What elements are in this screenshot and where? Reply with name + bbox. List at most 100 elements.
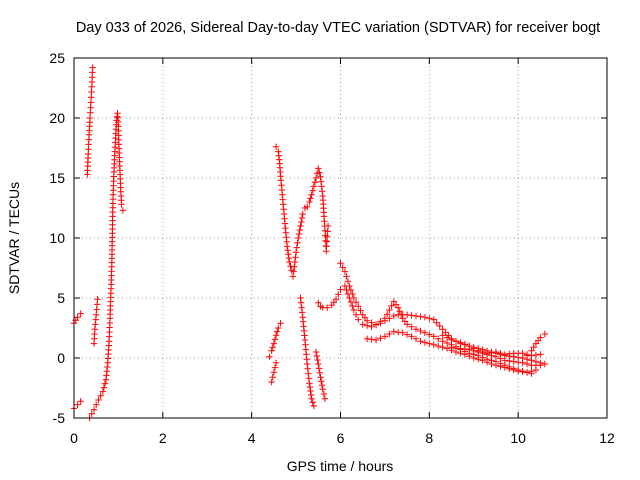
x-tick-label: 4 — [248, 430, 256, 446]
data-point — [474, 352, 482, 359]
data-point — [297, 299, 305, 306]
data-point — [323, 233, 331, 240]
data-point — [295, 230, 303, 238]
data-point — [118, 201, 125, 208]
data-point — [403, 321, 411, 328]
data-point — [97, 392, 104, 399]
data-point — [311, 179, 319, 186]
data-point — [77, 398, 84, 405]
data-point — [74, 314, 81, 321]
data-point — [399, 329, 406, 336]
data-point — [430, 333, 437, 340]
y-tick-label: 10 — [49, 230, 65, 246]
data-point — [299, 210, 306, 218]
data-point — [501, 362, 509, 369]
data-point — [523, 369, 531, 376]
data-point — [349, 302, 356, 310]
data-point — [271, 336, 279, 343]
data-point — [350, 294, 358, 302]
data-point — [461, 348, 469, 355]
data-point — [537, 362, 544, 369]
data-point — [314, 356, 321, 364]
data-point — [452, 338, 460, 345]
data-point — [277, 320, 284, 327]
data-point — [436, 322, 443, 330]
data-point — [287, 263, 294, 270]
data-point — [306, 383, 314, 391]
data-point — [339, 264, 346, 271]
data-point — [443, 339, 451, 347]
data-point — [435, 335, 442, 342]
data-point — [492, 348, 500, 356]
data-point — [343, 273, 350, 280]
data-point — [506, 350, 513, 357]
data-point — [298, 214, 306, 222]
data-point — [119, 207, 127, 214]
data-point — [514, 366, 522, 374]
data-point — [417, 338, 424, 345]
data-point — [443, 345, 451, 352]
data-point — [412, 335, 420, 342]
data-point — [497, 360, 504, 367]
data-point — [350, 306, 358, 314]
data-point — [439, 326, 446, 333]
data-point — [94, 296, 101, 303]
data-point — [439, 344, 446, 351]
data-point — [412, 312, 420, 320]
data-point — [297, 294, 304, 302]
data-point — [506, 357, 513, 365]
data-point — [357, 307, 364, 314]
data-point — [435, 342, 442, 350]
data-point — [292, 254, 299, 261]
data-point — [390, 312, 397, 320]
x-tick-label: 6 — [337, 430, 345, 446]
data-point — [349, 290, 356, 298]
data-point — [408, 312, 415, 319]
data-point — [537, 334, 544, 341]
data-point — [272, 359, 280, 366]
data-point — [443, 334, 451, 341]
data-point — [323, 304, 331, 311]
data-point — [324, 222, 332, 230]
data-point — [541, 330, 549, 338]
data-point — [457, 346, 464, 353]
data-point — [528, 370, 535, 377]
data-point — [303, 203, 311, 210]
data-point — [403, 331, 411, 338]
x-tick-label: 10 — [510, 430, 526, 446]
data-point — [99, 388, 107, 395]
data-point — [497, 350, 504, 357]
data-point — [355, 316, 362, 323]
data-point — [442, 329, 449, 336]
y-tick-label: 25 — [49, 50, 65, 66]
data-point — [90, 406, 98, 413]
data-point — [381, 315, 389, 322]
data-point — [292, 249, 300, 256]
data-point — [430, 341, 437, 348]
data-point — [355, 303, 362, 310]
data-point — [272, 332, 280, 339]
data-point — [89, 64, 96, 71]
data-point — [372, 321, 380, 328]
data-point — [74, 401, 81, 408]
data-point — [368, 319, 375, 326]
data-point — [290, 268, 297, 275]
data-point — [284, 243, 291, 250]
data-point — [315, 299, 322, 306]
data-point — [88, 410, 95, 417]
data-point — [296, 226, 303, 234]
data-point — [488, 349, 495, 356]
data-point — [93, 401, 100, 408]
data-point — [289, 273, 297, 280]
data-point — [470, 351, 477, 358]
data-point — [395, 329, 402, 336]
data-point — [310, 402, 318, 410]
data-point — [319, 386, 326, 393]
x-tick-label: 8 — [425, 430, 433, 446]
data-point — [101, 380, 109, 387]
data-point — [306, 198, 313, 206]
data-point — [421, 339, 429, 346]
data-point — [315, 165, 322, 172]
